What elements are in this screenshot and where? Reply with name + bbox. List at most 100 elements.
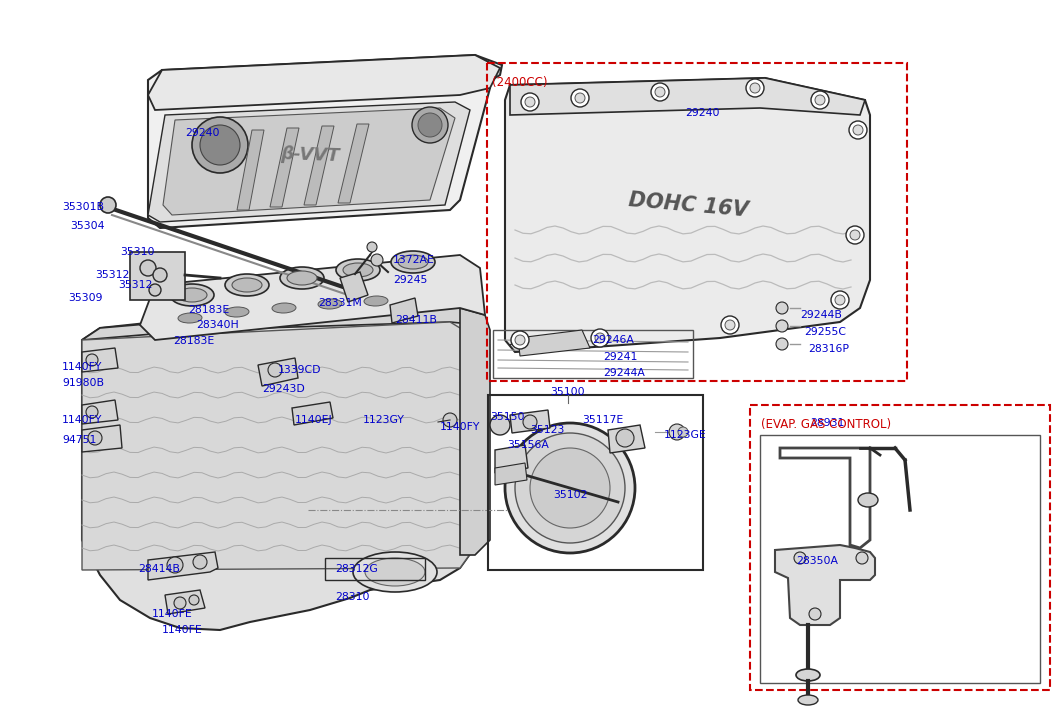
Ellipse shape [858, 493, 878, 507]
Text: 35301B: 35301B [62, 202, 104, 212]
Circle shape [153, 268, 167, 282]
Text: 29244B: 29244B [800, 310, 842, 320]
Circle shape [86, 354, 98, 366]
Ellipse shape [318, 299, 342, 309]
Circle shape [514, 433, 625, 543]
Circle shape [746, 79, 764, 97]
Text: 29240: 29240 [685, 108, 720, 118]
Circle shape [200, 125, 240, 165]
Text: 1140FE: 1140FE [152, 609, 192, 619]
Ellipse shape [798, 695, 819, 705]
Polygon shape [163, 108, 455, 215]
Circle shape [655, 87, 665, 97]
Text: 28310: 28310 [335, 592, 370, 602]
Text: 29241: 29241 [603, 352, 638, 362]
Ellipse shape [178, 288, 207, 302]
Polygon shape [140, 255, 485, 340]
Text: 1372AE: 1372AE [393, 255, 435, 265]
Circle shape [721, 316, 739, 334]
Bar [493, 330, 693, 378]
Text: 35304: 35304 [70, 221, 104, 231]
Circle shape [189, 595, 199, 605]
Circle shape [86, 406, 98, 418]
Circle shape [853, 125, 863, 135]
Circle shape [367, 242, 377, 252]
Ellipse shape [796, 669, 820, 681]
Text: 28183E: 28183E [188, 305, 230, 315]
Ellipse shape [272, 303, 296, 313]
Ellipse shape [364, 296, 388, 306]
Circle shape [514, 335, 525, 345]
Circle shape [750, 83, 760, 93]
Ellipse shape [266, 300, 302, 316]
Text: 28312G: 28312G [335, 564, 377, 574]
Circle shape [794, 552, 806, 564]
Circle shape [88, 431, 102, 445]
Circle shape [725, 320, 735, 330]
Bar [760, 435, 1040, 683]
Polygon shape [775, 545, 875, 625]
Ellipse shape [232, 278, 261, 292]
Ellipse shape [172, 310, 208, 326]
Circle shape [525, 97, 535, 107]
Text: 35312: 35312 [95, 270, 130, 280]
Text: 28331M: 28331M [318, 298, 361, 308]
Circle shape [174, 597, 186, 609]
Ellipse shape [313, 296, 348, 312]
Text: 28414B: 28414B [138, 564, 180, 574]
Text: 35117E: 35117E [583, 415, 623, 425]
Text: 29243D: 29243D [261, 384, 305, 394]
Text: 29244A: 29244A [603, 368, 645, 378]
Circle shape [678, 427, 688, 437]
Circle shape [776, 302, 788, 314]
Circle shape [575, 93, 585, 103]
Ellipse shape [353, 552, 437, 592]
Text: 1140FE: 1140FE [162, 625, 203, 635]
Text: (2400CC): (2400CC) [492, 76, 547, 89]
Circle shape [595, 333, 605, 343]
Ellipse shape [219, 304, 255, 320]
Text: 35309: 35309 [68, 293, 102, 303]
Polygon shape [460, 308, 490, 555]
Text: 29245: 29245 [393, 275, 427, 285]
Text: 28350A: 28350A [796, 556, 838, 566]
Text: (EVAP. GAS CONTROL): (EVAP. GAS CONTROL) [761, 418, 891, 431]
Ellipse shape [336, 259, 379, 281]
Circle shape [849, 121, 867, 139]
Text: 28411B: 28411B [395, 315, 437, 325]
Circle shape [591, 329, 609, 347]
Circle shape [831, 291, 849, 309]
Polygon shape [148, 552, 218, 580]
Polygon shape [304, 126, 334, 205]
Text: 35102: 35102 [553, 490, 588, 500]
Text: 1140FY: 1140FY [440, 422, 480, 432]
Bar [325, 558, 425, 580]
Polygon shape [510, 78, 865, 115]
Circle shape [850, 230, 860, 240]
Circle shape [776, 338, 788, 350]
Circle shape [530, 448, 610, 528]
Text: 29246A: 29246A [592, 335, 634, 345]
Text: 35312: 35312 [118, 280, 152, 290]
Polygon shape [258, 358, 298, 386]
Circle shape [192, 117, 248, 173]
Circle shape [268, 363, 282, 377]
Polygon shape [237, 130, 264, 210]
Ellipse shape [225, 307, 249, 317]
Ellipse shape [365, 558, 425, 586]
Polygon shape [82, 400, 118, 424]
Polygon shape [82, 300, 480, 340]
Text: 35100: 35100 [550, 387, 585, 397]
Polygon shape [82, 425, 122, 452]
Text: 28340H: 28340H [196, 320, 239, 330]
Circle shape [846, 226, 864, 244]
Text: 28183E: 28183E [173, 336, 215, 346]
Polygon shape [495, 445, 528, 473]
Polygon shape [148, 102, 470, 222]
Polygon shape [270, 128, 299, 207]
Circle shape [443, 413, 457, 427]
Polygon shape [608, 425, 645, 453]
Text: 28316P: 28316P [808, 344, 849, 354]
Circle shape [193, 555, 207, 569]
Circle shape [149, 284, 161, 296]
